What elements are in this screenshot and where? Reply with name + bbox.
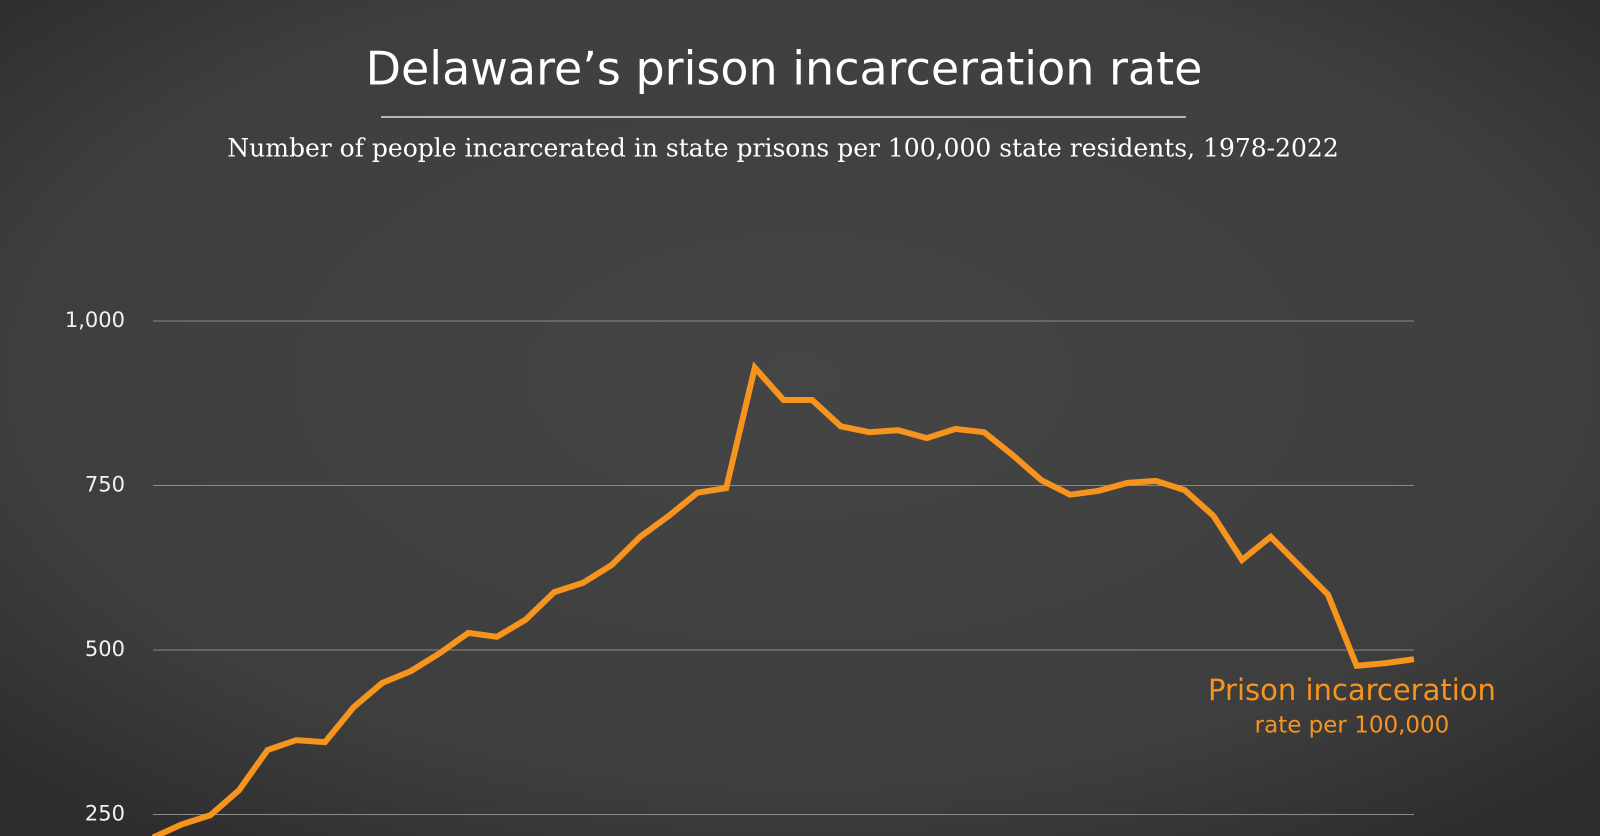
- y-tick-label: 750: [85, 473, 125, 497]
- data-line: [151, 361, 1415, 836]
- annotation: rate per 100,000: [1255, 713, 1450, 739]
- series-label: Prison incarceration: [1208, 673, 1496, 707]
- chart-title: Delaware’s prison incarceration rate: [366, 42, 1203, 96]
- y-tick-label: 250: [85, 802, 125, 826]
- y-tick-label: 500: [85, 637, 125, 661]
- y-tick-label: 1,000: [65, 308, 125, 332]
- chart-subtitle: Number of people incarcerated in state p…: [227, 134, 1338, 163]
